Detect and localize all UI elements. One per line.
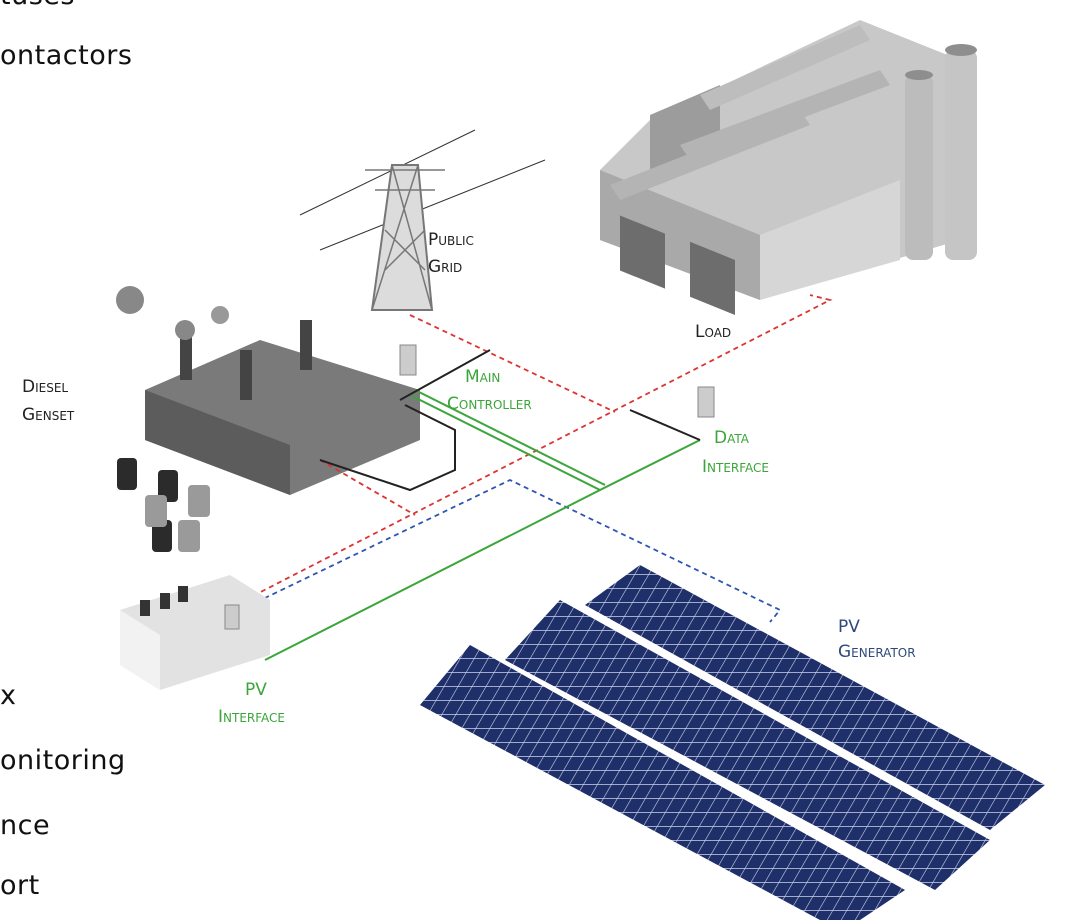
label: PV: [838, 617, 860, 637]
label: PV: [245, 680, 267, 700]
factory: [600, 20, 977, 315]
pylon: [300, 130, 545, 310]
label: Public: [428, 230, 474, 250]
label: Interface: [702, 457, 769, 477]
label: Genset: [22, 405, 75, 425]
diagram: Public Grid Load Diesel Genset Main Cont…: [0, 0, 1076, 920]
label: Data: [714, 428, 750, 448]
label: Diesel: [22, 377, 68, 397]
label: Load: [695, 322, 731, 342]
side-text: onitoring: [0, 745, 126, 776]
label: Main: [465, 367, 500, 387]
side-text: x: [0, 680, 16, 711]
solar-panels: [420, 565, 1045, 920]
side-text: ontactors: [0, 40, 132, 71]
label: Controller: [447, 394, 532, 414]
label: Generator: [838, 642, 916, 662]
page: Public Grid Load Diesel Genset Main Cont…: [0, 0, 1076, 920]
label: Grid: [428, 257, 462, 277]
side-text: tuses: [0, 0, 75, 11]
label: Interface: [218, 707, 285, 727]
gensets: [116, 286, 420, 552]
side-text: ort: [0, 870, 40, 901]
side-text: nce: [0, 810, 50, 841]
